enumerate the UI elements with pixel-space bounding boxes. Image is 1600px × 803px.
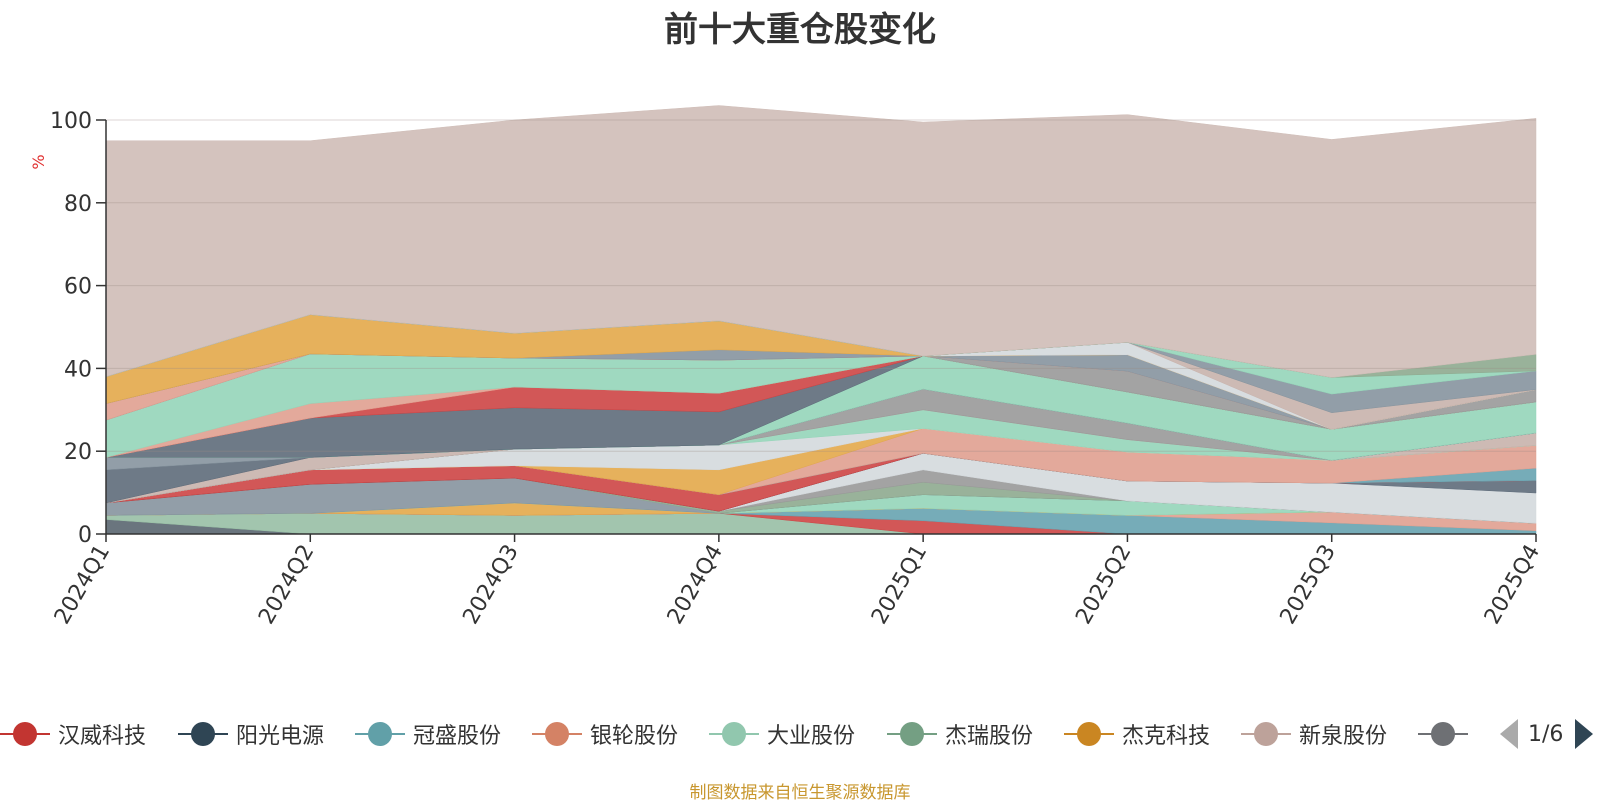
legend-label: 杰克科技 [1122, 724, 1211, 749]
y-axis-label: % [29, 154, 48, 169]
x-tick-label: 2024Q2 [254, 541, 319, 629]
legend-label: 新泉股份 [1299, 724, 1388, 749]
x-tick-label: 2024Q3 [458, 541, 523, 629]
x-tick-label: 2025Q4 [1480, 541, 1545, 629]
legend-label: 阳光电源 [236, 724, 325, 749]
legend: 汉威科技 阳光电源 冠盛股份 银轮股份 大业股份 杰瑞股份 杰克科技 新泉股份 [0, 714, 1480, 754]
legend-marker-icon [355, 720, 405, 748]
legend-next-page-icon[interactable] [1575, 719, 1594, 749]
legend-label: 冠盛股份 [413, 724, 502, 749]
y-tick-label: 20 [64, 440, 92, 465]
area-series-layer [105, 105, 1537, 535]
source-note: 制图数据来自恒生聚源数据库 [689, 783, 911, 803]
legend-label: 大业股份 [767, 724, 856, 749]
y-tick-label: 60 [64, 275, 92, 300]
legend-item[interactable] [1418, 714, 1476, 754]
legend-item[interactable]: 新泉股份 [1241, 714, 1387, 754]
area-series-40 [105, 105, 1537, 378]
x-tick-label: 2024Q1 [50, 541, 115, 629]
y-tick-label: 80 [64, 192, 92, 217]
legend-item[interactable]: 冠盛股份 [355, 714, 501, 754]
legend-label: 银轮股份 [590, 724, 679, 749]
x-tick-label: 2024Q4 [663, 541, 728, 629]
y-tick-label: 100 [50, 109, 92, 134]
x-tick-label: 2025Q3 [1276, 541, 1341, 629]
legend-pager: 1/6 [1500, 716, 1600, 752]
legend-marker-icon [178, 720, 228, 748]
legend-page-indicator: 1/6 [1528, 721, 1564, 747]
legend-label: 汉威科技 [58, 724, 147, 749]
legend-item[interactable]: 杰克科技 [1064, 714, 1210, 754]
x-tick-label: 2025Q1 [867, 541, 932, 629]
gridlines [106, 119, 1536, 452]
legend-item[interactable]: 杰瑞股份 [887, 714, 1033, 754]
y-tick-label: 40 [64, 357, 92, 382]
legend-marker-icon [1241, 720, 1291, 748]
legend-item[interactable]: 汉威科技 [0, 714, 146, 754]
legend-marker-icon [0, 720, 50, 748]
chart-title: 前十大重仓股变化 [664, 10, 936, 50]
legend-prev-page-icon[interactable] [1500, 719, 1518, 749]
legend-marker-icon [887, 720, 937, 748]
x-tick-label: 2025Q2 [1071, 541, 1136, 629]
legend-marker-icon [709, 720, 759, 748]
legend-marker-icon [532, 720, 582, 748]
legend-item[interactable]: 银轮股份 [532, 714, 678, 754]
y-tick-label: 0 [78, 523, 92, 548]
legend-marker-icon [1064, 720, 1114, 748]
legend-item[interactable]: 阳光电源 [178, 714, 324, 754]
legend-item[interactable]: 大业股份 [709, 714, 855, 754]
legend-marker-icon [1418, 720, 1468, 748]
legend-label: 杰瑞股份 [945, 724, 1034, 749]
